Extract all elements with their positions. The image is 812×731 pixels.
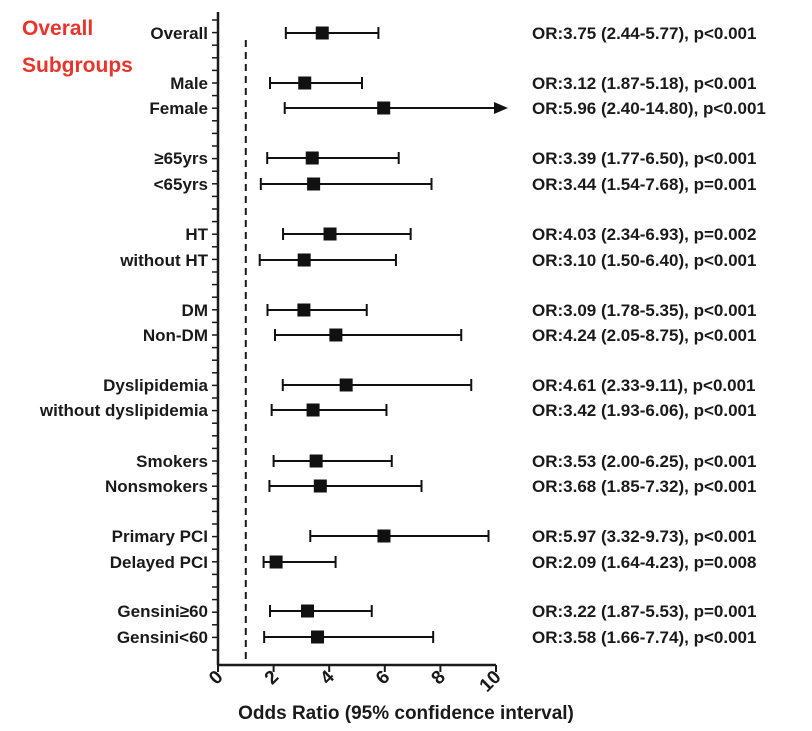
x-tick-label: 2	[261, 667, 283, 689]
or-marker	[339, 378, 353, 392]
or-marker	[313, 479, 327, 493]
row-label: Gensini≥60	[117, 602, 208, 621]
x-axis-title: Odds Ratio (95% confidence interval)	[238, 703, 574, 724]
row-stats: OR:3.39 (1.77-6.50), p<0.001	[532, 149, 756, 168]
row-stats: OR:3.58 (1.66-7.74), p<0.001	[532, 628, 756, 647]
subgroups-heading: Subgroups	[22, 54, 133, 77]
row-label: Gensini<60	[117, 628, 208, 647]
or-marker	[305, 151, 319, 165]
overall-heading: Overall	[22, 17, 94, 40]
row-label: Delayed PCI	[110, 553, 208, 572]
ci-arrow	[494, 102, 508, 114]
row-stats: OR:3.10 (1.50-6.40), p<0.001	[532, 251, 756, 270]
row-stats: OR:4.24 (2.05-8.75), p<0.001	[532, 326, 756, 345]
or-marker	[306, 403, 320, 417]
or-marker	[297, 253, 311, 267]
or-marker	[309, 454, 323, 468]
or-marker	[329, 328, 343, 342]
row-label: Male	[170, 74, 208, 93]
or-marker	[315, 26, 329, 40]
x-tick-label: 10	[476, 667, 506, 697]
row-stats: OR:4.61 (2.33-9.11), p<0.001	[532, 376, 756, 395]
x-tick-label: 0	[205, 667, 227, 689]
row-stats: OR:3.44 (1.54-7.68), p=0.001	[532, 175, 756, 194]
row-label: <65yrs	[154, 175, 208, 194]
x-tick-label: 6	[372, 667, 394, 689]
row-stats: OR:4.03 (2.34-6.93), p=0.002	[532, 225, 756, 244]
row-label: Primary PCI	[112, 527, 208, 546]
row-stats: OR:3.12 (1.87-5.18), p<0.001	[532, 74, 756, 93]
row-label: Non-DM	[143, 326, 208, 345]
or-marker	[377, 529, 391, 543]
or-marker	[298, 76, 312, 90]
or-marker	[311, 630, 325, 644]
row-label: ≥65yrs	[154, 149, 208, 168]
row-label: HT	[185, 225, 208, 244]
row-label: Smokers	[136, 452, 208, 471]
row-stats: OR:3.42 (1.93-6.06), p<0.001	[532, 401, 756, 420]
or-marker	[307, 177, 321, 191]
row-stats: OR:5.96 (2.40-14.80), p<0.001	[532, 99, 766, 118]
or-marker	[269, 555, 283, 569]
row-stats: OR:2.09 (1.64-4.23), p=0.008	[532, 553, 756, 572]
row-label: Overall	[150, 24, 208, 43]
x-tick-label: 8	[428, 667, 450, 689]
row-label: without dyslipidemia	[39, 401, 209, 420]
row-label: Female	[149, 99, 208, 118]
or-marker	[323, 227, 337, 241]
row-label: DM	[182, 301, 208, 320]
row-label: Dyslipidemia	[103, 376, 208, 395]
row-stats: OR:3.09 (1.78-5.35), p<0.001	[532, 301, 756, 320]
x-tick-label: 4	[316, 666, 339, 689]
or-marker	[297, 303, 311, 317]
row-stats: OR:3.75 (2.44-5.77), p<0.001	[532, 24, 756, 43]
row-stats: OR:3.22 (1.87-5.53), p=0.001	[532, 602, 756, 621]
or-marker	[301, 604, 315, 618]
or-marker	[377, 101, 391, 115]
row-stats: OR:3.53 (2.00-6.25), p<0.001	[532, 452, 756, 471]
row-label: Nonsmokers	[105, 477, 208, 496]
row-stats: OR:3.68 (1.85-7.32), p<0.001	[532, 477, 756, 496]
row-stats: OR:5.97 (3.32-9.73), p<0.001	[532, 527, 756, 546]
row-label: without HT	[119, 251, 208, 270]
